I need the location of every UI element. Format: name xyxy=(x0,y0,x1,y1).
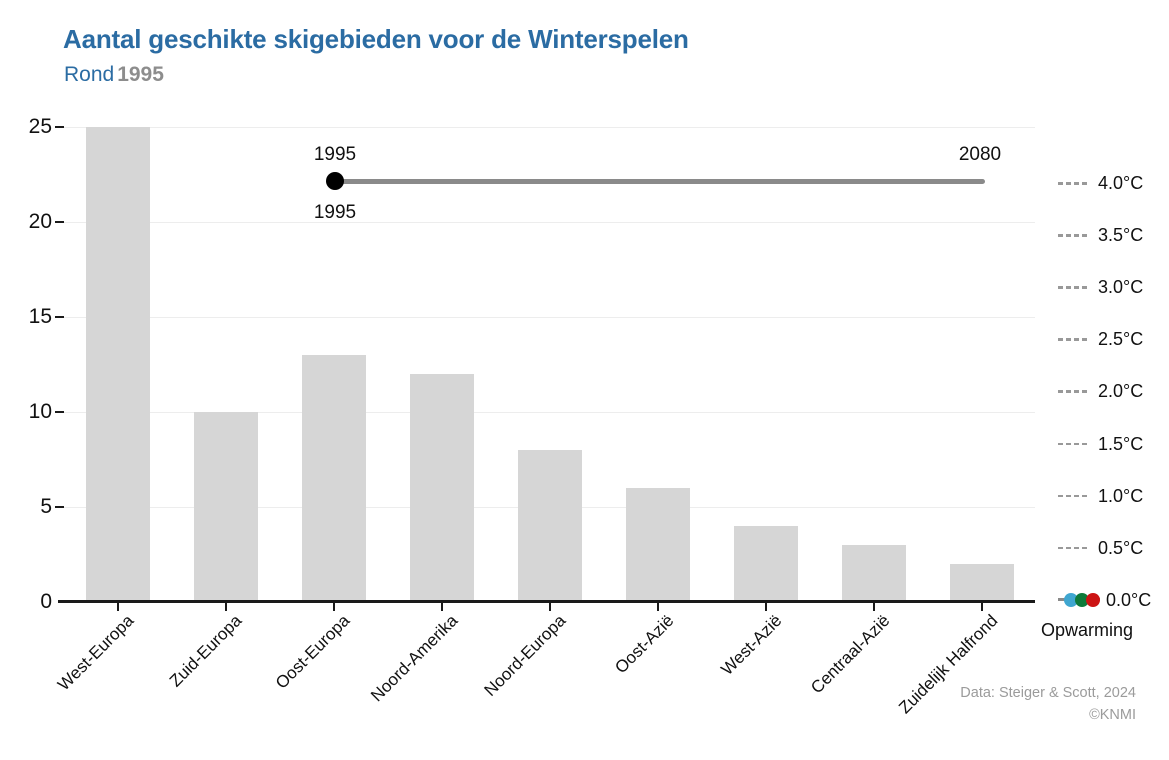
warming-level-label-4-0-c[interactable]: 4.0°C xyxy=(1098,173,1144,193)
warming-scenario-dot-2 xyxy=(1086,592,1100,607)
x-tick-oost-europa xyxy=(333,603,335,611)
warming-level-dash-4-0-c xyxy=(1058,182,1089,185)
gridline-20 xyxy=(58,222,1035,223)
credits-copyright: ©KNMI xyxy=(1089,707,1136,723)
x-tick-zuid-europa xyxy=(225,603,227,611)
x-tick-zuidelijk-halfrond xyxy=(981,603,983,611)
y-axis-label-25: 25 xyxy=(28,115,52,138)
gridline-15 xyxy=(58,317,1035,318)
bar-noord-europa xyxy=(518,450,582,601)
warming-level-dash-0-5-c xyxy=(1058,546,1089,550)
warming-level-dash-3-5-c xyxy=(1058,234,1089,237)
gridline-10 xyxy=(58,412,1035,413)
warming-level-label-1-0-c[interactable]: 1.0°C xyxy=(1098,485,1144,506)
x-tick-west-europa xyxy=(117,603,119,611)
warming-level-dash-3-0-c xyxy=(1058,286,1089,289)
subtitle-year-value: 1995 xyxy=(117,63,164,86)
y-axis-label-15: 15 xyxy=(28,305,52,328)
chart-subtitle: Rond 1995 xyxy=(64,63,164,87)
bar-zuid-europa xyxy=(194,412,258,601)
x-tick-noord-amerika xyxy=(441,603,443,611)
y-axis-label-10: 10 xyxy=(28,400,52,423)
warming-level-label-0-0-c[interactable]: 0.0°C xyxy=(1106,589,1152,610)
warming-level-label-2-0-c[interactable]: 2.0°C xyxy=(1098,381,1144,402)
bar-centraal-azië xyxy=(842,545,906,601)
bar-oost-azië xyxy=(626,488,690,601)
y-axis-label-5: 5 xyxy=(40,495,52,518)
x-tick-noord-europa xyxy=(549,603,551,611)
warming-level-label-3-5-c[interactable]: 3.5°C xyxy=(1098,225,1144,246)
x-tick-west-azië xyxy=(765,603,767,611)
warming-level-label-2-5-c[interactable]: 2.5°C xyxy=(1098,329,1144,350)
warming-scenario-dot-0 xyxy=(1064,592,1078,607)
warming-scenario-dot-1 xyxy=(1075,592,1089,607)
bar-west-europa xyxy=(86,127,150,601)
slider-start-year-label: 1995 xyxy=(313,144,357,165)
warming-level-label-0-5-c[interactable]: 0.5°C xyxy=(1098,537,1144,558)
slider-end-year-label: 2080 xyxy=(958,144,1002,165)
slider-current-year-label: 1995 xyxy=(313,202,357,223)
warming-level-dash-1-5-c xyxy=(1058,442,1089,445)
y-axis-label-0: 0 xyxy=(40,590,52,613)
y-tick-10 xyxy=(55,411,64,413)
bar-noord-amerika xyxy=(410,374,474,601)
x-tick-oost-azië xyxy=(657,603,659,611)
bar-zuidelijk-halfrond xyxy=(950,564,1014,601)
warming-level-label-1-5-c[interactable]: 1.5°C xyxy=(1098,433,1144,454)
y-tick-20 xyxy=(55,221,64,223)
year-slider-handle[interactable] xyxy=(326,172,344,190)
y-tick-15 xyxy=(55,316,64,318)
bar-oost-europa xyxy=(302,355,366,601)
year-slider-track[interactable] xyxy=(337,179,985,184)
gridline-25 xyxy=(58,127,1035,128)
warming-level-dash-2-5-c xyxy=(1058,338,1089,341)
bar-west-azië xyxy=(734,526,798,601)
x-tick-centraal-azië xyxy=(873,603,875,611)
x-axis-line xyxy=(58,600,1035,603)
y-tick-5 xyxy=(55,506,64,508)
data-credits: Data: Steiger & Scott, 2024 ©KNMI xyxy=(960,682,1136,726)
warming-level-label-3-0-c[interactable]: 3.0°C xyxy=(1098,277,1144,298)
warming-level-dash-2-0-c xyxy=(1058,390,1089,393)
y-axis-label-20: 20 xyxy=(28,210,52,233)
page-title: Aantal geschikte skigebieden voor de Win… xyxy=(63,24,689,54)
warming-legend-title: Opwarming xyxy=(1041,620,1134,640)
subtitle-prefix: Rond xyxy=(64,63,115,86)
credits-source: Data: Steiger & Scott, 2024 xyxy=(960,685,1136,701)
y-tick-25 xyxy=(55,126,64,128)
warming-level-dash-1-0-c xyxy=(1058,494,1089,498)
